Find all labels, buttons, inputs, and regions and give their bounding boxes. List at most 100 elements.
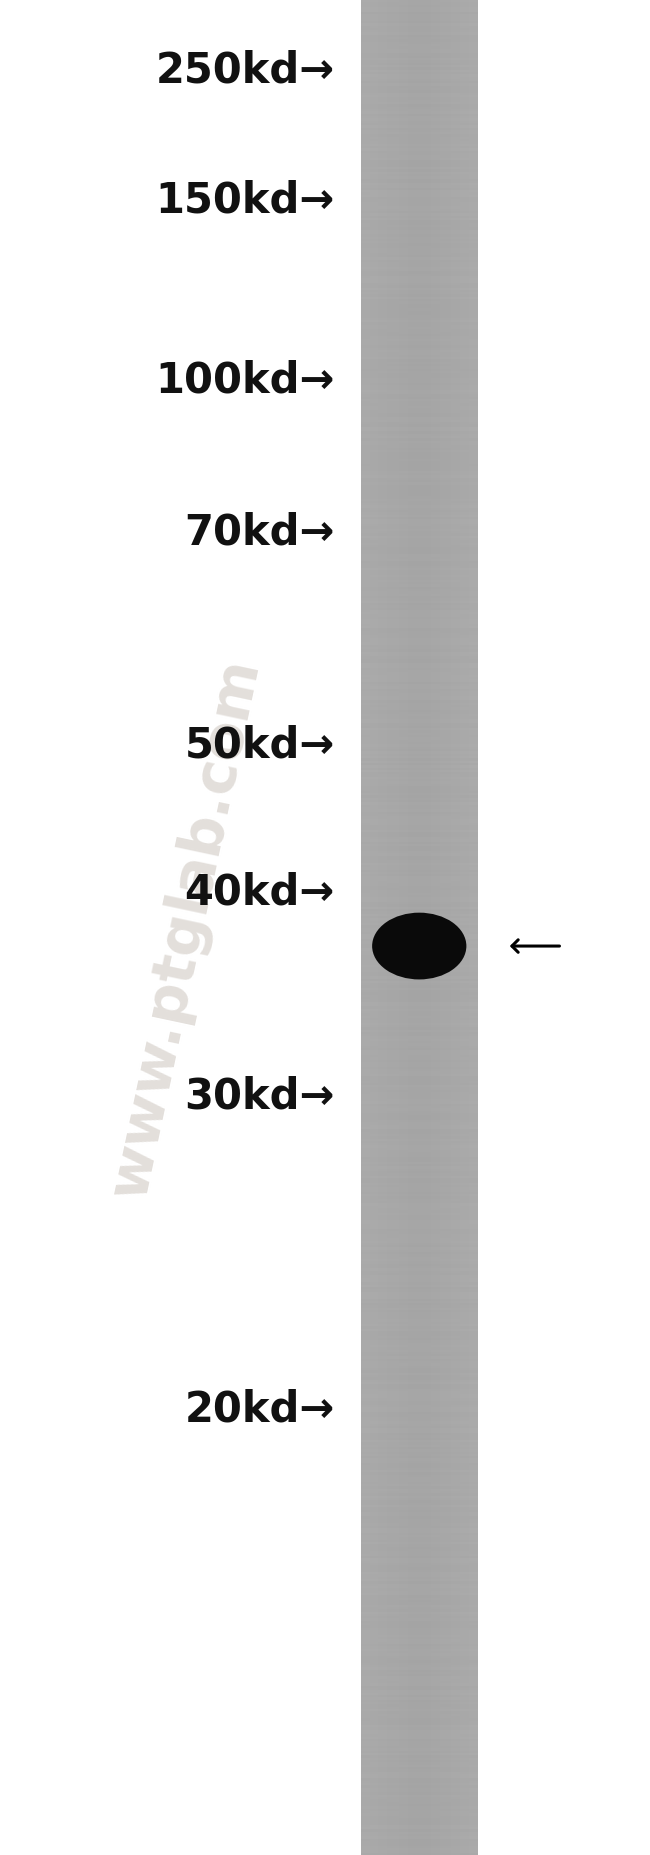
- Bar: [361, 1534, 478, 1538]
- Bar: [361, 1569, 478, 1573]
- Bar: [361, 594, 478, 595]
- Bar: [361, 953, 478, 955]
- Bar: [361, 1319, 478, 1321]
- Text: 50kd→: 50kd→: [185, 725, 335, 766]
- Bar: [361, 1443, 478, 1445]
- Bar: [361, 134, 478, 137]
- Bar: [361, 178, 478, 180]
- Bar: [361, 1393, 478, 1395]
- Bar: [361, 1632, 478, 1634]
- Bar: [361, 341, 478, 343]
- Bar: [361, 1477, 478, 1480]
- Bar: [361, 1677, 478, 1679]
- Bar: [361, 727, 478, 731]
- Bar: [361, 1076, 478, 1078]
- Bar: [361, 1080, 478, 1083]
- Bar: [361, 1321, 478, 1324]
- Bar: [361, 1491, 478, 1493]
- Bar: [361, 100, 478, 102]
- Bar: [361, 549, 478, 551]
- Bar: [361, 1599, 478, 1603]
- Bar: [361, 0, 478, 2]
- Bar: [361, 0, 364, 1855]
- Bar: [361, 1625, 478, 1629]
- Bar: [361, 1362, 478, 1363]
- Bar: [361, 1425, 478, 1426]
- Bar: [361, 1078, 478, 1080]
- Bar: [361, 345, 478, 347]
- Bar: [361, 41, 478, 45]
- Bar: [361, 1788, 478, 1790]
- Bar: [361, 1538, 478, 1540]
- Bar: [361, 992, 478, 994]
- Bar: [361, 230, 478, 232]
- Bar: [361, 1445, 478, 1447]
- Bar: [451, 0, 454, 1855]
- Bar: [361, 1414, 478, 1417]
- Bar: [361, 686, 478, 688]
- Bar: [361, 1660, 478, 1662]
- Bar: [361, 818, 478, 820]
- Bar: [361, 603, 478, 605]
- Bar: [361, 362, 478, 364]
- Bar: [361, 391, 478, 393]
- Bar: [361, 1742, 478, 1744]
- Bar: [361, 1213, 478, 1215]
- Bar: [361, 1770, 478, 1772]
- Bar: [361, 330, 478, 332]
- Bar: [361, 1375, 478, 1376]
- Bar: [361, 167, 478, 169]
- Bar: [361, 1269, 478, 1271]
- Bar: [361, 1462, 478, 1464]
- Bar: [361, 445, 478, 447]
- Bar: [361, 968, 478, 972]
- Bar: [361, 425, 478, 427]
- Bar: [361, 1070, 478, 1074]
- Bar: [361, 1614, 478, 1616]
- Bar: [361, 1529, 478, 1530]
- Bar: [361, 37, 478, 39]
- Bar: [361, 1356, 478, 1358]
- Bar: [361, 501, 478, 503]
- Bar: [361, 1690, 478, 1692]
- Bar: [361, 918, 478, 920]
- Bar: [361, 1692, 478, 1695]
- Bar: [361, 673, 478, 675]
- Bar: [361, 545, 478, 547]
- Bar: [361, 1797, 478, 1799]
- Bar: [361, 35, 478, 37]
- Bar: [361, 664, 478, 666]
- Bar: [361, 1644, 478, 1647]
- Bar: [361, 1196, 478, 1198]
- Bar: [361, 614, 478, 616]
- Bar: [361, 536, 478, 538]
- Bar: [361, 788, 478, 790]
- Bar: [361, 1530, 478, 1532]
- Bar: [361, 1028, 478, 1030]
- Bar: [361, 113, 478, 115]
- Bar: [361, 1189, 478, 1191]
- Bar: [361, 1276, 478, 1278]
- Bar: [361, 1384, 478, 1388]
- Bar: [361, 816, 478, 818]
- Bar: [361, 1098, 478, 1102]
- Bar: [361, 1339, 478, 1343]
- Bar: [361, 972, 478, 974]
- Bar: [361, 623, 478, 625]
- Bar: [361, 547, 478, 549]
- Bar: [361, 1621, 478, 1623]
- Bar: [361, 1282, 478, 1284]
- Bar: [361, 56, 478, 58]
- Bar: [361, 889, 478, 890]
- Bar: [361, 206, 478, 208]
- Bar: [361, 957, 478, 961]
- Bar: [361, 1773, 478, 1777]
- Bar: [361, 907, 478, 909]
- Bar: [361, 638, 478, 640]
- Bar: [361, 801, 478, 805]
- Bar: [361, 1785, 478, 1788]
- Bar: [361, 438, 478, 440]
- Bar: [361, 1705, 478, 1707]
- Bar: [361, 1532, 478, 1536]
- Bar: [361, 1647, 478, 1649]
